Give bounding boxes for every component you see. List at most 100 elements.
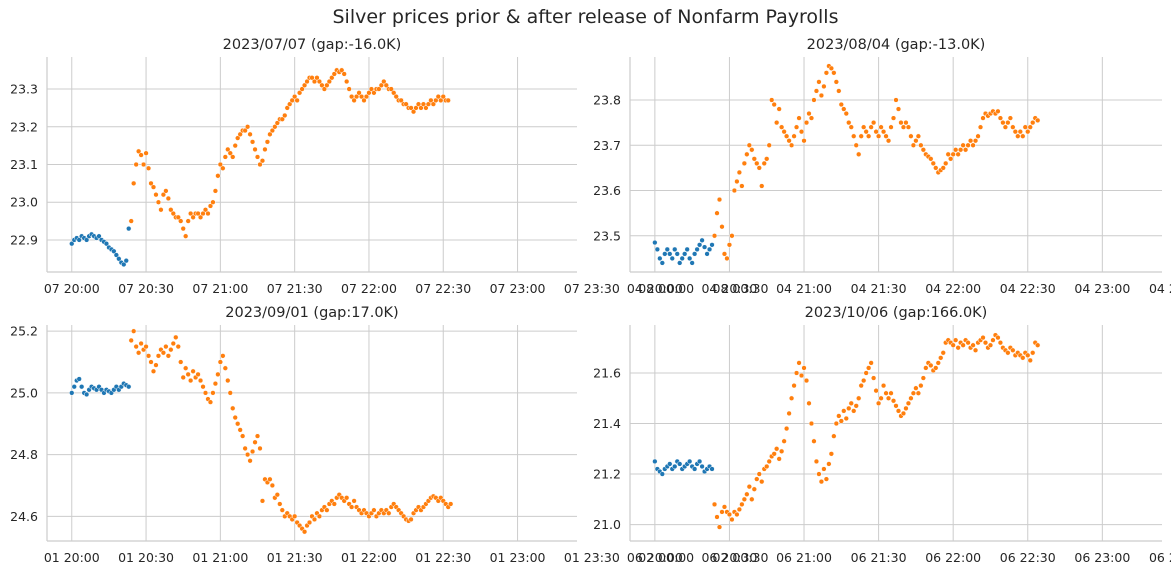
data-point [672,246,678,253]
data-point [706,246,713,253]
data-point [861,124,867,130]
x-tick-label: 07 20:30 [118,281,174,296]
data-point [823,70,830,76]
data-point [878,395,884,401]
data-point [155,353,162,359]
data-point [133,343,139,350]
x-tick-label: 01 21:30 [267,550,323,565]
data-point [83,237,90,243]
data-point [187,377,194,384]
data-point [287,101,293,107]
data-point [729,233,735,239]
data-point [279,507,285,513]
x-tick-label: 01 23:00 [490,550,546,565]
data-point [711,233,718,239]
data-point [801,365,807,371]
data-point [764,156,770,162]
data-point [754,160,760,167]
data-point [749,147,755,153]
data-point [316,78,323,85]
data-point [995,108,1001,114]
data-point [138,340,144,347]
data-point [185,371,191,378]
data-point [719,509,725,515]
data-point [344,495,350,501]
data-point [796,115,802,121]
data-point [905,124,912,130]
data-point [292,513,298,519]
data-point [235,421,241,427]
x-tick-label: 06 20:00 [627,550,683,565]
x-tick-label: 01 20:00 [44,550,100,565]
data-point [242,445,248,452]
data-point [729,516,735,523]
data-point [170,210,176,217]
data-point [858,382,864,389]
data-point [113,252,119,258]
data-point [918,382,924,389]
data-point [848,124,854,130]
data-point [766,142,772,148]
x-tick-label: 07 22:30 [415,281,471,296]
data-point [173,334,179,340]
data-point [1012,129,1018,135]
data-point [388,86,394,92]
x-tick-label: 07 21:30 [267,281,323,296]
data-point [841,106,847,112]
data-point [788,395,795,401]
data-point [746,484,752,490]
y-tick-label: 23.5 [593,228,621,243]
data-point [403,101,409,107]
data-point [709,242,715,248]
data-point [868,124,874,130]
data-point [741,496,748,502]
data-point [950,151,956,157]
x-tick-label: 01 22:30 [415,550,471,565]
data-point [696,242,703,248]
x-tick-label: 06 22:30 [1000,550,1056,565]
data-point [220,353,226,359]
data-point [669,255,675,262]
data-point [160,192,167,198]
data-point [841,408,847,414]
data-point [252,146,258,153]
data-point [858,133,864,139]
data-point [851,133,857,139]
data-point [962,147,969,153]
data-point [76,376,82,382]
data-point [294,97,300,104]
data-point [940,165,946,171]
data-point [997,115,1004,121]
data-point [371,507,377,513]
data-point [823,476,830,482]
data-point [363,93,370,100]
x-tick-label: 06 22:00 [925,550,981,565]
data-point [272,124,278,130]
data-point [769,97,775,103]
x-tick-label: 07 23:00 [490,281,546,296]
data-point [898,119,904,126]
data-point [719,224,725,230]
data-point [846,119,852,126]
x-tick-label: 06 23:30 [1149,550,1171,565]
data-point [292,93,298,100]
data-point [960,142,966,148]
data-point [987,342,994,348]
data-point [165,353,172,359]
data-point [79,384,85,390]
data-point [145,353,152,359]
data-point [977,124,984,130]
data-point [848,400,854,406]
data-point [133,161,139,168]
series-after-release [128,67,451,239]
data-point [788,142,795,148]
series-after-release [711,63,1041,262]
x-tick-label: 04 21:00 [776,281,832,296]
data-point [269,127,276,134]
data-point [217,359,224,365]
data-point [175,214,181,220]
series-before-release [69,225,132,268]
data-point [791,133,797,139]
data-point [227,150,233,156]
data-point [915,133,922,139]
